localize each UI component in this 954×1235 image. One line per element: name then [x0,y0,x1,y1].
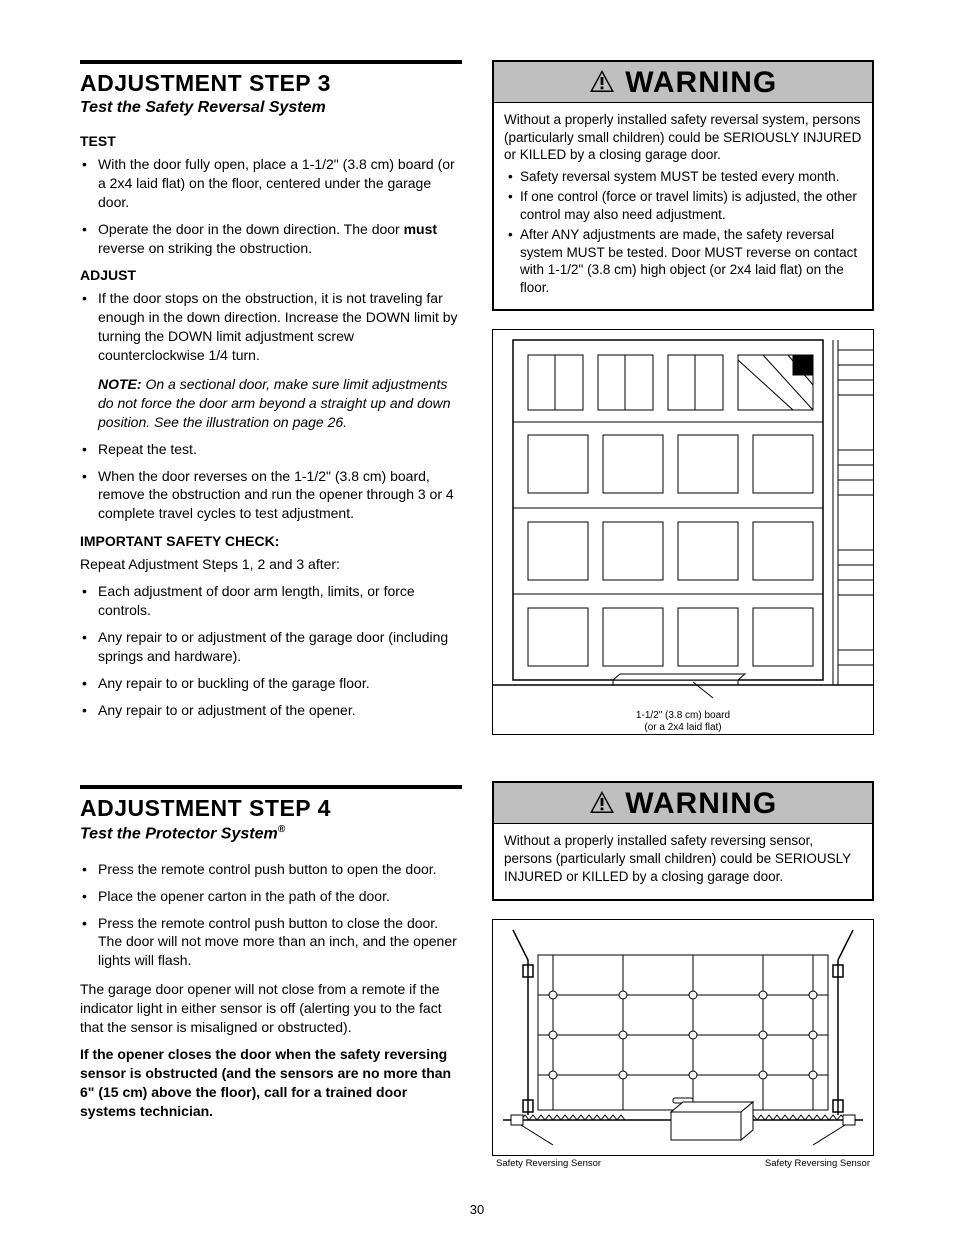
warning-label: WARNING [625,787,777,821]
test-heading: TEST [80,133,462,149]
step4-title: ADJUSTMENT STEP 4 [80,795,462,822]
adjust-item: If the door stops on the obstruction, it… [94,289,462,365]
warning-label: WARNING [625,66,777,100]
step4-item: Press the remote control push button to … [94,914,462,971]
step4-item: Place the opener carton in the path of t… [94,887,462,906]
diagram-protector-system [492,919,874,1156]
warning-body: Without a properly installed safety reve… [494,824,872,899]
rule-step3 [80,60,462,64]
warning-header: WARNING [494,62,872,103]
left-column: ADJUSTMENT STEP 3 Test the Safety Revers… [80,60,462,1169]
warning-box-2: WARNING Without a properly installed saf… [492,781,874,901]
right-column: WARNING Without a properly installed saf… [492,60,874,1169]
warning-triangle-icon [589,69,615,98]
safety-item: Each adjustment of door arm length, limi… [94,582,462,620]
adjust-list-2: Repeat the test. When the door reverses … [80,440,462,524]
warning-intro: Without a properly installed safety reve… [504,111,862,164]
step3-subtitle: Test the Safety Reversal System [80,99,462,117]
adjust-heading: ADJUST [80,267,462,283]
safety-check-heading: IMPORTANT SAFETY CHECK: [80,533,462,549]
step4-list: Press the remote control push button to … [80,860,462,970]
warning-box-1: WARNING Without a properly installed saf… [492,60,874,311]
test-item: With the door fully open, place a 1-1/2"… [94,155,462,212]
registered-mark: ® [278,824,285,835]
warning-item: Safety reversal system MUST be tested ev… [512,168,862,186]
warning-triangle-icon [589,790,615,819]
warning-item: After ANY adjustments are made, the safe… [512,226,862,296]
warning-item: If one control (force or travel limits) … [512,188,862,223]
warning-body: Without a properly installed safety reve… [494,103,872,309]
step4-item: Press the remote control push button to … [94,860,462,879]
adjust-list: If the door stops on the obstruction, it… [80,289,462,365]
safety-intro: Repeat Adjustment Steps 1, 2 and 3 after… [80,555,462,574]
safety-item: Any repair to or buckling of the garage … [94,674,462,693]
safety-item: Any repair to or adjustment of the garag… [94,628,462,666]
step4-p2: If the opener closes the door when the s… [80,1045,462,1121]
safety-item: Any repair to or adjustment of the opene… [94,701,462,720]
step3-title: ADJUSTMENT STEP 3 [80,70,462,97]
note: NOTE: On a sectional door, make sure lim… [80,375,462,432]
protector-svg [493,920,873,1150]
safety-list: Each adjustment of door arm length, limi… [80,582,462,719]
page-number: 30 [0,1202,954,1217]
step4-p1: The garage door opener will not close fr… [80,980,462,1037]
sensor-label-left: Safety Reversing Sensor [496,1158,601,1169]
test-list: With the door fully open, place a 1-1/2"… [80,155,462,257]
diagram-garage-door-board: 1-1/2" (3.8 cm) board (or a 2x4 laid fla… [492,329,874,735]
diagram2-labels: Safety Reversing Sensor Safety Reversing… [492,1158,874,1169]
warning-body-text: Without a properly installed safety reve… [504,832,862,885]
warning-header: WARNING [494,783,872,824]
page-columns: ADJUSTMENT STEP 3 Test the Safety Revers… [80,60,874,1169]
warning-list: Safety reversal system MUST be tested ev… [504,168,862,297]
adjust-item: Repeat the test. [94,440,462,459]
adjust-item: When the door reverses on the 1-1/2" (3.… [94,467,462,524]
step4-subtitle: Test the Protector System® [80,824,462,843]
rule-step4 [80,785,462,789]
test-item: Operate the door in the down direction. … [94,220,462,258]
sensor-label-right: Safety Reversing Sensor [765,1158,870,1169]
garage-door-svg [493,330,873,710]
diagram1-caption: 1-1/2" (3.8 cm) board (or a 2x4 laid fla… [493,710,873,734]
must-word: must [404,221,437,237]
